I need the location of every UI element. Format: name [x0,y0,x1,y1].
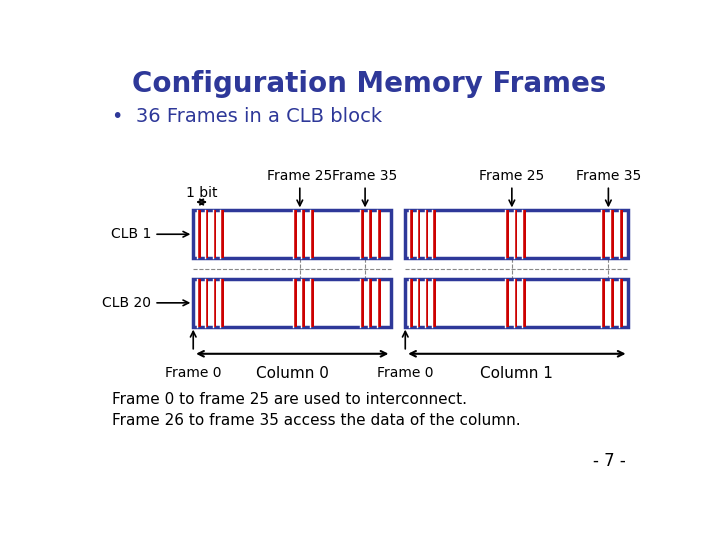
Text: Frame 25: Frame 25 [267,170,333,183]
Text: Frame 0: Frame 0 [377,366,433,380]
Bar [432,279,436,327]
Bar [360,279,364,327]
Text: •  36 Frames in a CLB block: • 36 Frames in a CLB block [112,107,382,126]
Bar [522,210,526,258]
Bar [212,279,216,327]
Bar [360,210,364,258]
Bar [197,210,201,258]
Bar [369,210,372,258]
Bar [302,210,305,258]
Bar [405,279,629,327]
Text: Column 1: Column 1 [480,366,553,381]
Bar [293,279,297,327]
Text: Frame 26 to frame 35 access the data of the column.: Frame 26 to frame 35 access the data of … [112,413,521,428]
Bar [369,279,372,327]
Text: Frame 35: Frame 35 [576,170,641,183]
Bar [425,279,428,327]
Bar [425,210,428,258]
Bar [310,210,314,258]
Text: Frame 0: Frame 0 [165,366,222,380]
Bar [310,279,314,327]
Text: Column 0: Column 0 [256,366,329,381]
Bar [610,279,614,327]
Bar [302,279,305,327]
Bar [193,279,392,327]
Text: CLB 1: CLB 1 [111,227,151,241]
Bar [522,279,526,327]
Bar [205,210,209,258]
Bar [220,210,224,258]
Bar [417,279,420,327]
Text: Frame 25: Frame 25 [480,170,544,183]
Bar [513,210,518,258]
Bar [197,279,201,327]
Bar [410,279,413,327]
Bar [505,210,509,258]
Bar [212,210,216,258]
Text: Configuration Memory Frames: Configuration Memory Frames [132,70,606,98]
Bar [610,210,614,258]
Bar [417,210,420,258]
Bar [193,210,392,258]
Text: 1 bit: 1 bit [186,186,217,200]
Bar [220,279,224,327]
Bar [377,279,381,327]
Bar [618,279,623,327]
Text: CLB 20: CLB 20 [102,296,151,310]
Bar [205,279,209,327]
Bar [513,279,518,327]
Text: Frame 35: Frame 35 [333,170,397,183]
Bar [410,210,413,258]
Bar [405,210,629,258]
Bar [293,210,297,258]
Bar [618,210,623,258]
Text: Frame 0 to frame 25 are used to interconnect.: Frame 0 to frame 25 are used to intercon… [112,392,467,407]
Bar [601,210,606,258]
Text: - 7 -: - 7 - [593,452,626,470]
Bar [601,279,606,327]
Bar [432,210,436,258]
Bar [377,210,381,258]
Bar [505,279,509,327]
